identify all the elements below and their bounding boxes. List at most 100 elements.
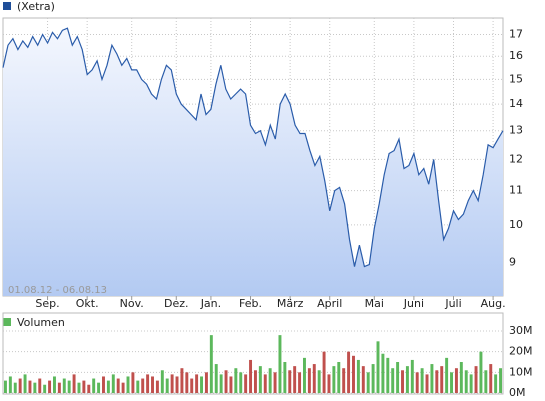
volume-bar bbox=[3, 380, 7, 393]
x-tick-label: Juli bbox=[444, 297, 461, 310]
volume-bar bbox=[489, 364, 493, 393]
x-tick-label: Mai bbox=[365, 297, 384, 310]
volume-bar bbox=[494, 374, 498, 393]
volume-bar bbox=[278, 335, 282, 393]
volume-bar bbox=[273, 372, 277, 393]
volume-bar bbox=[430, 364, 434, 393]
volume-bar bbox=[342, 368, 346, 393]
y-tick-label: 10 bbox=[509, 218, 523, 231]
volume-bar bbox=[8, 376, 12, 393]
volume-bar bbox=[450, 372, 453, 393]
volume-bar bbox=[469, 374, 473, 393]
volume-bar bbox=[195, 374, 199, 393]
x-tick-label: Okt. bbox=[76, 297, 99, 310]
price-line bbox=[2, 27, 504, 268]
volume-bar bbox=[293, 366, 297, 393]
x-tick-label: März bbox=[277, 297, 304, 310]
volume-bar bbox=[484, 370, 488, 393]
x-tick-label: Feb. bbox=[239, 297, 262, 310]
volume-bar bbox=[253, 370, 257, 393]
volume-bar bbox=[371, 364, 375, 393]
volume-bar bbox=[175, 376, 179, 393]
x-tick-label: April bbox=[317, 297, 342, 310]
volume-bar bbox=[317, 370, 321, 393]
volume-bar bbox=[224, 370, 228, 393]
volume-bar bbox=[116, 378, 120, 393]
volume-bar bbox=[23, 374, 27, 393]
volume-bar bbox=[347, 351, 351, 393]
volume-bar bbox=[200, 376, 203, 393]
volume-bar bbox=[337, 362, 341, 393]
volume-bar bbox=[214, 364, 218, 393]
y-tick-label: 14 bbox=[509, 97, 523, 110]
y-tick-label: 10M bbox=[509, 365, 533, 378]
legend-label: (Xetra) bbox=[17, 0, 55, 13]
volume-bar bbox=[435, 370, 439, 393]
volume-bar bbox=[82, 380, 86, 393]
volume-bar bbox=[53, 376, 56, 393]
volume-bar bbox=[62, 378, 66, 393]
y-tick-label: 30M bbox=[509, 324, 533, 337]
y-tick-label: 9 bbox=[509, 256, 516, 269]
y-tick-label: 13 bbox=[509, 124, 523, 137]
volume-bar bbox=[415, 372, 419, 393]
x-tick-label: Sep. bbox=[35, 297, 59, 310]
volume-bar bbox=[332, 366, 336, 393]
volume-bar bbox=[454, 368, 458, 393]
volume-bar bbox=[396, 362, 400, 393]
y-tick-label: 16 bbox=[509, 49, 523, 62]
volume-bar bbox=[102, 376, 105, 393]
volume-bar bbox=[92, 378, 96, 393]
volume-bar bbox=[499, 368, 503, 393]
volume-bar bbox=[180, 368, 184, 393]
volume-bar bbox=[445, 357, 449, 393]
volume-bar bbox=[425, 374, 429, 393]
legend-label: Volumen bbox=[17, 316, 65, 329]
volume-bar bbox=[234, 368, 238, 393]
volume-bar bbox=[77, 382, 81, 393]
x-tick-label: Dez. bbox=[164, 297, 189, 310]
volume-bar bbox=[190, 378, 194, 393]
volume-bar bbox=[111, 374, 115, 393]
volume-bar bbox=[229, 376, 233, 393]
volume-bar bbox=[376, 341, 380, 393]
y-tick-label: 15 bbox=[509, 72, 523, 85]
volume-bar bbox=[155, 380, 159, 393]
x-tick-label: Juni bbox=[403, 297, 424, 310]
volume-bar bbox=[327, 374, 331, 393]
volume-bar bbox=[420, 368, 424, 393]
volume-bar bbox=[361, 366, 365, 393]
volume-bar bbox=[165, 378, 169, 393]
volume-bar bbox=[209, 335, 213, 393]
volume-bar bbox=[185, 372, 189, 393]
volume-bar bbox=[386, 357, 390, 393]
volume-bar bbox=[219, 374, 223, 393]
price-area bbox=[3, 28, 503, 296]
volume-bar bbox=[249, 359, 253, 393]
y-tick-label: 20M bbox=[509, 345, 533, 358]
volume-bar bbox=[459, 362, 463, 393]
volume-bar bbox=[48, 380, 52, 393]
volume-bar bbox=[410, 359, 414, 393]
volume-bar bbox=[121, 382, 125, 393]
volume-bar bbox=[72, 374, 76, 393]
volume-bar bbox=[381, 353, 385, 393]
volume-bar bbox=[136, 380, 140, 393]
volume-bar bbox=[106, 380, 110, 393]
y-tick-label: 12 bbox=[509, 152, 523, 165]
volume-bar bbox=[160, 370, 164, 393]
volume-bar bbox=[298, 372, 302, 393]
volume-bar bbox=[33, 382, 37, 393]
volume-bar bbox=[151, 376, 154, 393]
date-range: 01.08.12 - 06.08.13 bbox=[8, 285, 107, 296]
volume-bar bbox=[464, 370, 468, 393]
volume-bar bbox=[268, 368, 272, 393]
volume-bar bbox=[18, 378, 22, 393]
volume-bar bbox=[440, 366, 444, 393]
volume-bar bbox=[263, 374, 267, 393]
x-tick-label: Aug. bbox=[481, 297, 506, 310]
volume-bar bbox=[401, 370, 404, 393]
volume-bar bbox=[38, 378, 42, 393]
legend-swatch bbox=[3, 2, 11, 10]
